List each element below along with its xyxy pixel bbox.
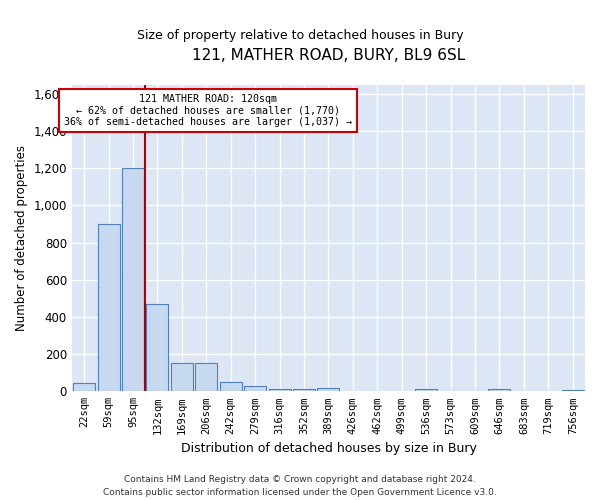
- Y-axis label: Number of detached properties: Number of detached properties: [15, 145, 28, 331]
- Bar: [293, 388, 315, 392]
- Bar: [196, 364, 217, 392]
- Bar: [488, 390, 511, 392]
- Bar: [562, 390, 584, 392]
- Bar: [122, 168, 144, 392]
- Bar: [73, 383, 95, 392]
- Bar: [98, 224, 119, 392]
- Text: Contains HM Land Registry data © Crown copyright and database right 2024.
Contai: Contains HM Land Registry data © Crown c…: [103, 476, 497, 497]
- Title: 121, MATHER ROAD, BURY, BL9 6SL: 121, MATHER ROAD, BURY, BL9 6SL: [192, 48, 465, 62]
- Bar: [220, 382, 242, 392]
- Bar: [269, 388, 290, 392]
- Bar: [244, 386, 266, 392]
- Bar: [415, 388, 437, 392]
- Bar: [146, 304, 169, 392]
- Text: Size of property relative to detached houses in Bury: Size of property relative to detached ho…: [137, 29, 463, 42]
- Bar: [317, 388, 340, 392]
- Text: 121 MATHER ROAD: 120sqm
← 62% of detached houses are smaller (1,770)
36% of semi: 121 MATHER ROAD: 120sqm ← 62% of detache…: [64, 94, 352, 127]
- X-axis label: Distribution of detached houses by size in Bury: Distribution of detached houses by size …: [181, 442, 476, 455]
- Bar: [171, 364, 193, 392]
